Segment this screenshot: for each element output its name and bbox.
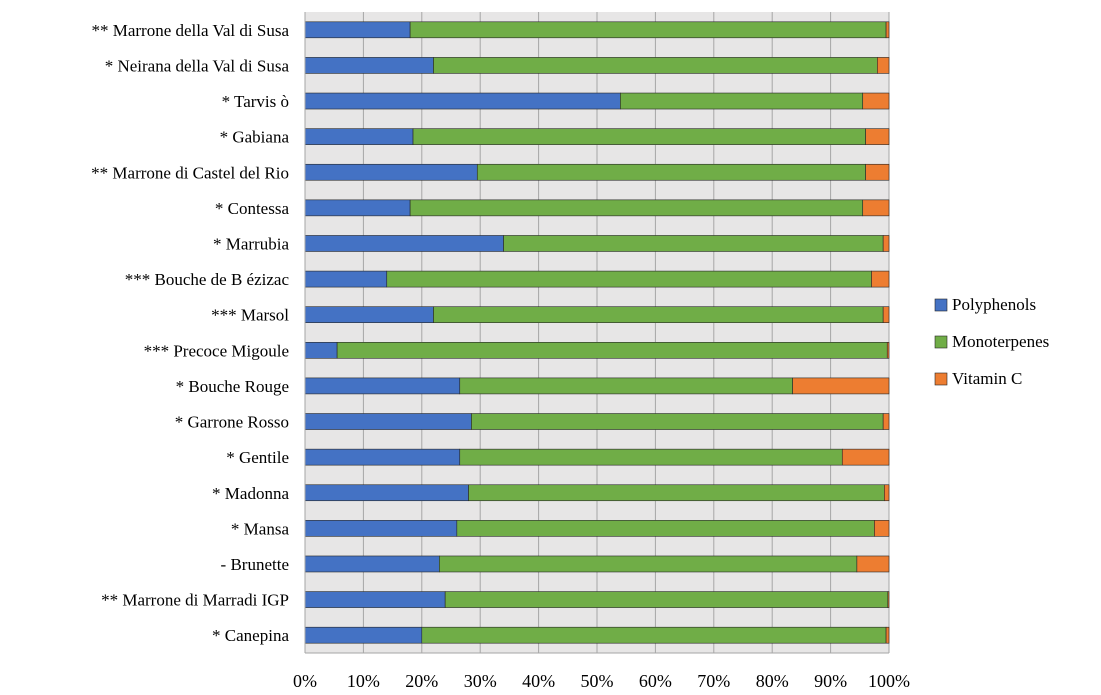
- legend-swatch: [934, 372, 948, 386]
- bar-vitamin-c: [887, 591, 890, 608]
- category-label: *** Bouche de B ézizac: [125, 270, 290, 289]
- bar-monoterpenes: [459, 448, 843, 466]
- bar-vitamin-c: [886, 342, 890, 359]
- legend-swatch: [934, 335, 948, 349]
- bar-vitamin-c: [882, 413, 890, 430]
- x-tick-label: 0%: [293, 671, 317, 691]
- bar-polyphenols: [304, 92, 621, 110]
- gridlines: [304, 12, 890, 653]
- bar-vitamin-c: [841, 448, 890, 466]
- bar-vitamin-c: [882, 306, 890, 323]
- bar-polyphenols: [304, 342, 338, 359]
- x-tick-label: 30%: [464, 671, 497, 691]
- bar-monoterpenes: [421, 626, 887, 644]
- category-label: ** Marrone di Marradi IGP: [101, 591, 289, 610]
- bar-monoterpenes: [433, 57, 878, 74]
- category-label: ** Marrone della Val di Susa: [91, 21, 289, 40]
- bar-monoterpenes: [476, 163, 866, 181]
- bar-monoterpenes: [409, 21, 887, 39]
- legend-label: Monoterpenes: [952, 332, 1049, 351]
- bar-polyphenols: [304, 591, 446, 608]
- bar-vitamin-c: [871, 270, 890, 288]
- bar-monoterpenes: [433, 306, 884, 323]
- x-tick-label: 90%: [814, 671, 847, 691]
- legend-label: Vitamin C: [952, 369, 1022, 388]
- bar-polyphenols: [304, 626, 423, 644]
- bar-vitamin-c: [885, 21, 890, 39]
- x-tick-label: 80%: [756, 671, 789, 691]
- category-label: * Gentile: [226, 448, 289, 467]
- bar-polyphenols: [304, 21, 411, 39]
- category-label: * Tarvis ò: [222, 92, 289, 111]
- bar-polyphenols: [304, 413, 472, 430]
- bar-polyphenols: [304, 270, 388, 288]
- legend-swatch: [934, 298, 948, 312]
- category-label: - Brunette: [221, 555, 289, 574]
- bar-monoterpenes: [503, 235, 884, 252]
- x-tick-label: 10%: [347, 671, 380, 691]
- bar-polyphenols: [304, 555, 440, 573]
- x-tick-labels: 0% 10% 20% 30% 40% 50% 60% 70% 80% 90% 100%: [293, 671, 910, 691]
- bar-polyphenols: [304, 57, 434, 74]
- category-label: * Garrone Rosso: [175, 413, 289, 432]
- bar-polyphenols: [304, 163, 478, 181]
- bar-vitamin-c: [877, 57, 890, 74]
- bar-monoterpenes: [444, 591, 889, 608]
- bar-polyphenols: [304, 306, 434, 323]
- bar-monoterpenes: [439, 555, 858, 573]
- bar-polyphenols: [304, 235, 504, 252]
- x-tick-label: 50%: [581, 671, 614, 691]
- bar-polyphenols: [304, 520, 458, 537]
- bar-vitamin-c: [856, 555, 890, 573]
- category-label: * Neirana della Val di Susa: [105, 56, 290, 75]
- bar-polyphenols: [304, 377, 461, 395]
- x-tick-label: 40%: [522, 671, 555, 691]
- bar-vitamin-c: [882, 235, 890, 252]
- legend-label: Polyphenols: [952, 295, 1036, 314]
- bar-monoterpenes: [459, 377, 793, 395]
- x-tick-label: 20%: [405, 671, 438, 691]
- bar-monoterpenes: [386, 270, 872, 288]
- bar-polyphenols: [304, 448, 461, 466]
- category-labels: ** Marrone della Val di Susa * Neirana de…: [91, 21, 289, 645]
- bar-monoterpenes: [456, 520, 875, 537]
- category-label: *** Marsol: [211, 306, 289, 325]
- bar-vitamin-c: [885, 626, 890, 644]
- legend: Polyphenols Monoterpenes Vitamin C: [934, 295, 1049, 388]
- bar-polyphenols: [304, 128, 414, 145]
- category-label: * Canepina: [212, 626, 289, 645]
- category-label: * Mansa: [231, 519, 290, 538]
- category-label: * Madonna: [212, 484, 289, 503]
- bars: [304, 21, 890, 644]
- bar-vitamin-c: [862, 92, 890, 110]
- x-tick-label: 70%: [697, 671, 730, 691]
- bar-vitamin-c: [792, 377, 890, 395]
- x-tick-label: 60%: [639, 671, 672, 691]
- bar-vitamin-c: [874, 520, 890, 537]
- bar-vitamin-c: [884, 484, 890, 502]
- bar-monoterpenes: [412, 128, 866, 145]
- bar-monoterpenes: [471, 413, 884, 430]
- bar-monoterpenes: [409, 199, 864, 217]
- bar-vitamin-c: [862, 199, 890, 217]
- bar-monoterpenes: [468, 484, 885, 502]
- bar-monoterpenes: [620, 92, 864, 110]
- category-label: * Contessa: [215, 199, 290, 218]
- bar-vitamin-c: [865, 163, 890, 181]
- bar-vitamin-c: [865, 128, 890, 145]
- bar-polyphenols: [304, 199, 411, 217]
- category-label: * Bouche Rouge: [176, 377, 289, 396]
- bar-polyphenols: [304, 484, 469, 502]
- x-tick-label: 100%: [868, 671, 910, 691]
- bar-monoterpenes: [336, 342, 888, 359]
- category-label: *** Precoce Migoule: [144, 341, 289, 360]
- category-label: ** Marrone di Castel del Rio: [91, 163, 289, 182]
- category-label: * Gabiana: [220, 128, 290, 147]
- category-label: * Marrubia: [213, 234, 289, 253]
